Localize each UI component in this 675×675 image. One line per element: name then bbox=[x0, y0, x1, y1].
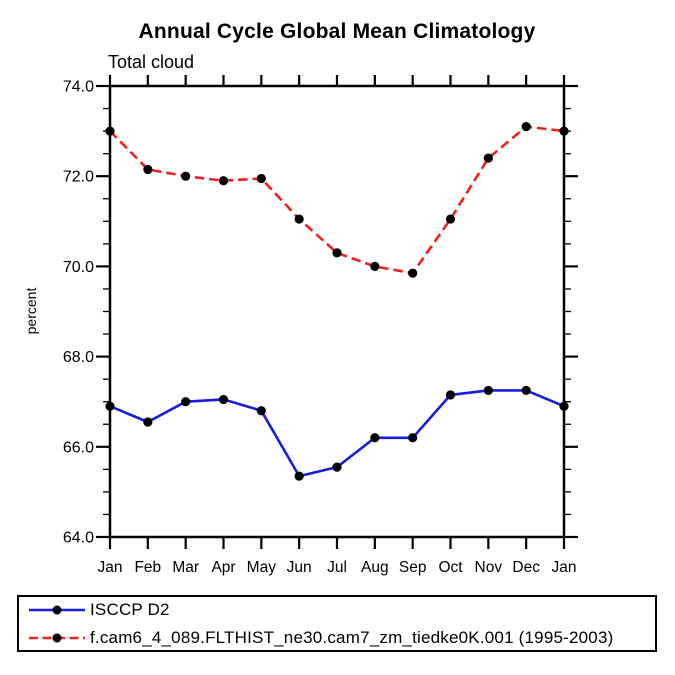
svg-text:74.0: 74.0 bbox=[63, 79, 94, 96]
svg-text:Nov: Nov bbox=[475, 559, 503, 576]
legend-label: f.cam6_4_089.FLTHIST_ne30.cam7_zm_tiedke… bbox=[90, 628, 614, 647]
svg-text:Apr: Apr bbox=[211, 559, 235, 576]
legend-box: ISCCP D2 f.cam6_4_089.FLTHIST_ne30.cam7_… bbox=[17, 595, 657, 652]
chart-title: Annual Cycle Global Mean Climatology bbox=[138, 20, 536, 43]
legend-item-isccp-d2: ISCCP D2 bbox=[28, 600, 170, 620]
svg-text:Jun: Jun bbox=[287, 559, 312, 576]
chart-subtitle: Total cloud bbox=[108, 52, 195, 72]
legend-label: ISCCP D2 bbox=[90, 600, 170, 619]
svg-text:72.0: 72.0 bbox=[63, 169, 94, 186]
svg-text:Jan: Jan bbox=[98, 559, 123, 576]
legend-line-dashed-sample bbox=[29, 633, 85, 643]
svg-text:Jul: Jul bbox=[327, 559, 347, 576]
legend-line-solid-sample bbox=[29, 605, 85, 615]
svg-text:Sep: Sep bbox=[399, 559, 427, 576]
svg-text:Jan: Jan bbox=[552, 559, 577, 576]
svg-text:Feb: Feb bbox=[134, 559, 161, 576]
svg-text:68.0: 68.0 bbox=[63, 349, 94, 366]
svg-text:64.0: 64.0 bbox=[63, 530, 94, 547]
legend-item-model-run: f.cam6_4_089.FLTHIST_ne30.cam7_zm_tiedke… bbox=[28, 628, 613, 648]
svg-text:66.0: 66.0 bbox=[63, 439, 94, 456]
svg-text:Aug: Aug bbox=[361, 559, 389, 576]
svg-text:Oct: Oct bbox=[438, 559, 463, 576]
svg-text:May: May bbox=[247, 559, 277, 576]
svg-text:Dec: Dec bbox=[512, 559, 540, 576]
svg-text:Mar: Mar bbox=[172, 559, 199, 576]
svg-text:70.0: 70.0 bbox=[63, 259, 94, 276]
